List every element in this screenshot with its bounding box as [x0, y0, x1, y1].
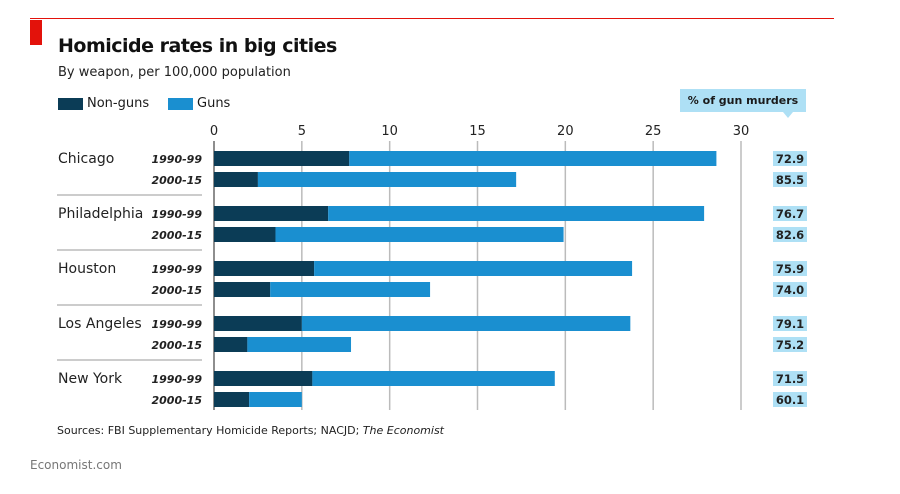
pct-box: [773, 227, 807, 242]
bar-guns: [249, 392, 302, 407]
bar-non-guns: [214, 227, 276, 242]
period-label: 1990-99: [152, 208, 203, 221]
period-label: 2000-15: [152, 229, 203, 242]
pct-value: 76.7: [776, 207, 804, 221]
period-label: 1990-99: [152, 318, 203, 331]
bar-guns: [247, 337, 352, 352]
period-label: 1990-99: [152, 153, 203, 166]
x-tick-label: 5: [298, 124, 306, 139]
legend-item-non-guns: Non-guns: [58, 96, 149, 111]
pct-value: 74.0: [776, 283, 804, 297]
sources-italic: The Economist: [362, 424, 444, 437]
pct-box: [773, 206, 807, 221]
bar-non-guns: [214, 371, 313, 386]
bar-guns: [275, 227, 564, 242]
sources-text: Sources: FBI Supplementary Homicide Repo…: [57, 424, 363, 437]
period-label: 1990-99: [152, 373, 203, 386]
pct-value: 60.1: [776, 393, 804, 407]
bar-guns: [312, 371, 555, 386]
pct-box: [773, 316, 807, 331]
bar-guns: [314, 261, 633, 276]
chart-subtitle: By weapon, per 100,000 population: [58, 65, 291, 80]
bar-non-guns: [214, 206, 329, 221]
period-label: 1990-99: [152, 263, 203, 276]
bar-guns: [301, 316, 631, 331]
pct-value: 75.9: [776, 262, 804, 276]
site-credit: Economist.com: [30, 458, 122, 472]
legend-label: Non-guns: [87, 96, 150, 111]
pct-value: 85.5: [776, 173, 804, 187]
bar-non-guns: [214, 151, 350, 166]
bar-non-guns: [214, 172, 258, 187]
pct-value: 79.1: [776, 317, 804, 331]
x-tick-label: 15: [469, 124, 486, 139]
legend-item-guns: Guns: [168, 96, 230, 111]
chart-title: Homicide rates in big cities: [58, 35, 337, 57]
bar-guns: [349, 151, 717, 166]
period-label: 2000-15: [152, 174, 203, 187]
pct-value: 71.5: [776, 372, 804, 386]
city-label: Philadelphia: [58, 206, 143, 222]
x-tick-label: 25: [645, 124, 662, 139]
legend-swatch-guns: [168, 97, 193, 110]
sources-note: Sources: FBI Supplementary Homicide Repo…: [57, 424, 444, 437]
pct-header-pointer: [783, 112, 793, 118]
bar-non-guns: [214, 337, 248, 352]
bar-non-guns: [214, 392, 250, 407]
pct-box: [773, 337, 807, 352]
city-label: Chicago: [58, 151, 114, 167]
bar-guns: [257, 172, 517, 187]
pct-value: 75.2: [776, 338, 804, 352]
city-label: New York: [58, 371, 123, 387]
x-tick-label: 0: [210, 124, 218, 139]
period-label: 2000-15: [152, 339, 203, 352]
pct-value: 82.6: [776, 228, 804, 242]
pct-box: [773, 282, 807, 297]
pct-box: [773, 261, 807, 276]
city-label: Houston: [58, 261, 116, 277]
bar-non-guns: [214, 282, 271, 297]
bar-guns: [328, 206, 705, 221]
brand-red-tab: [30, 20, 42, 45]
pct-box: [773, 392, 807, 407]
bar-non-guns: [214, 316, 302, 331]
pct-box: [773, 151, 807, 166]
x-tick-label: 30: [733, 124, 750, 139]
x-tick-label: 20: [557, 124, 574, 139]
top-rule: [30, 18, 834, 19]
pct-box: [773, 172, 807, 187]
pct-box: [773, 371, 807, 386]
city-label: Los Angeles: [58, 316, 142, 332]
bar-guns: [270, 282, 431, 297]
pct-gun-murders-header: % of gun murders: [680, 89, 806, 112]
legend-label: Guns: [197, 96, 231, 111]
bar-non-guns: [214, 261, 315, 276]
x-tick-label: 10: [381, 124, 398, 139]
legend-swatch-non-guns: [58, 97, 83, 110]
pct-value: 72.9: [776, 152, 804, 166]
period-label: 2000-15: [152, 284, 203, 297]
period-label: 2000-15: [152, 394, 203, 407]
